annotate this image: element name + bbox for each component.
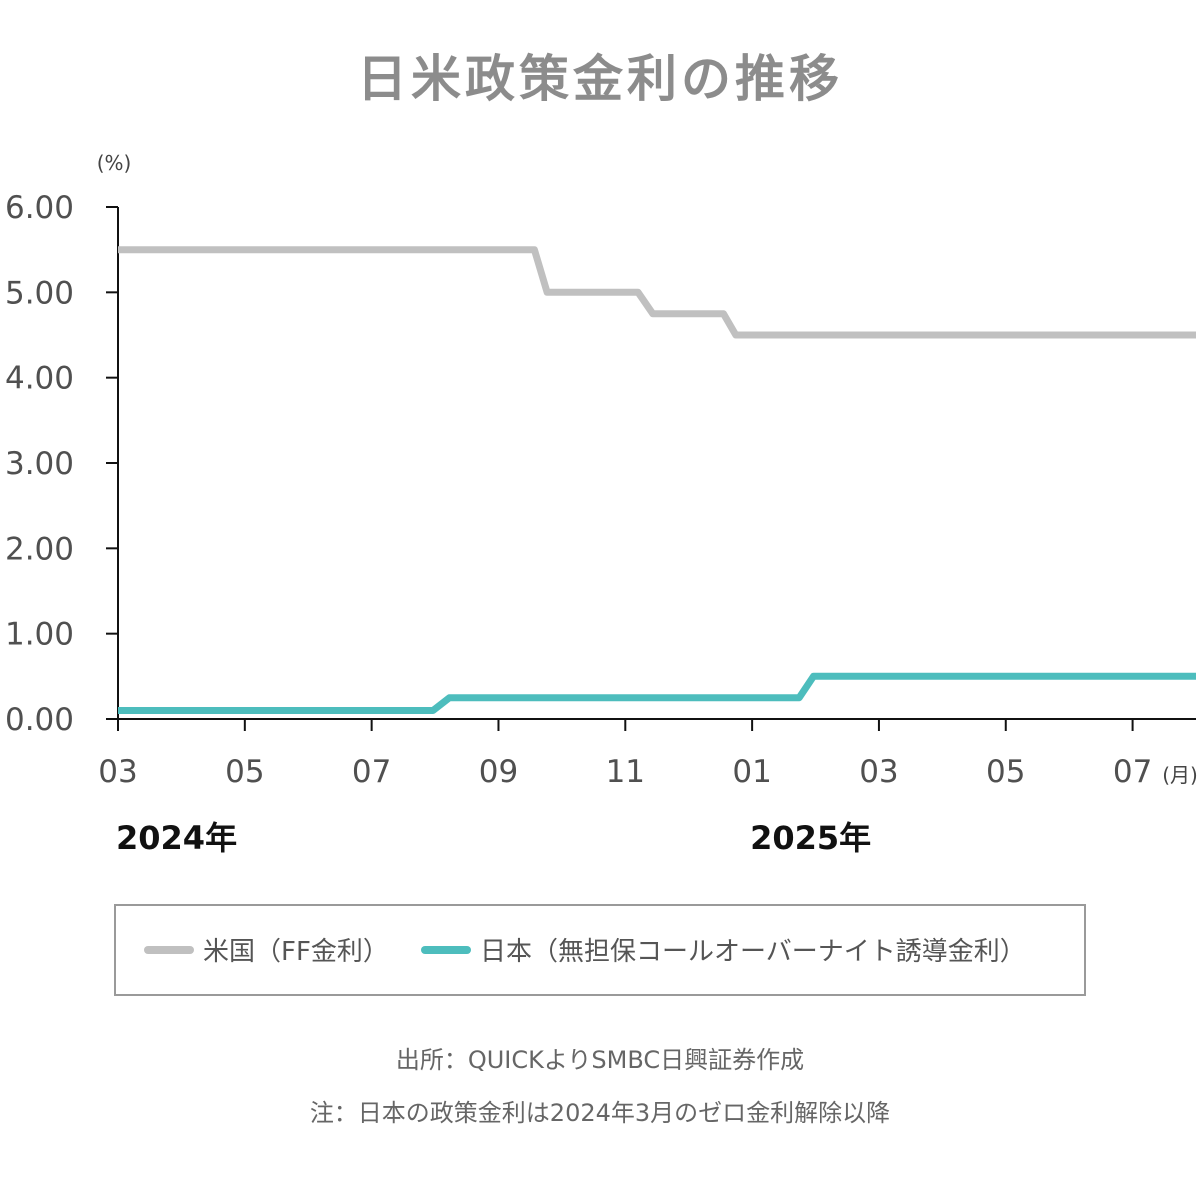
x-tick-label: 01 [732,754,771,790]
x-tick-label: 05 [225,754,264,790]
x-axis-unit-label: (月) [1162,763,1198,787]
y-tick-label: 4.00 [5,361,74,397]
y-axis-ticks: 0.00 1.00 2.00 3.00 4.00 5.00 6.00 [5,190,118,738]
series-lines [118,246,1196,714]
series-line-japan [118,672,1196,714]
x-tick-label: 11 [606,754,645,790]
y-tick-label: 5.00 [5,275,74,311]
y-axis-unit-label: (%) [97,151,132,175]
year-label: 2025年 [750,819,871,857]
x-axis-ticks: 03 05 07 09 11 01 03 05 07 [98,719,1152,790]
y-tick-label: 6.00 [5,190,74,226]
x-tick-label: 03 [98,754,137,790]
y-tick-label: 2.00 [5,531,74,567]
year-label: 2024年 [116,819,237,857]
chart-title: 日米政策金利の推移 [357,50,843,108]
x-tick-label: 03 [859,754,898,790]
x-tick-label: 07 [1113,754,1152,790]
legend-label-us: 米国（FF金利） [203,937,389,967]
y-tick-label: 3.00 [5,446,74,482]
y-tick-label: 0.00 [5,702,74,738]
legend-box [114,904,1086,996]
footnote: 注：日本の政策金利は2024年3月のゼロ金利解除以降 [310,1099,890,1127]
source-note: 出所：QUICKよりSMBC日興証券作成 [396,1046,804,1074]
x-tick-label: 09 [479,754,518,790]
x-tick-label: 05 [986,754,1025,790]
legend-label-japan: 日本（無担保コールオーバーナイト誘導金利） [480,937,1026,967]
legend: 米国（FF金利） 日本（無担保コールオーバーナイト誘導金利） [114,904,1086,996]
y-tick-label: 1.00 [5,617,74,653]
x-tick-label: 07 [352,754,391,790]
year-labels: 2024年 2025年 [116,819,871,857]
series-line-us [118,246,1196,339]
